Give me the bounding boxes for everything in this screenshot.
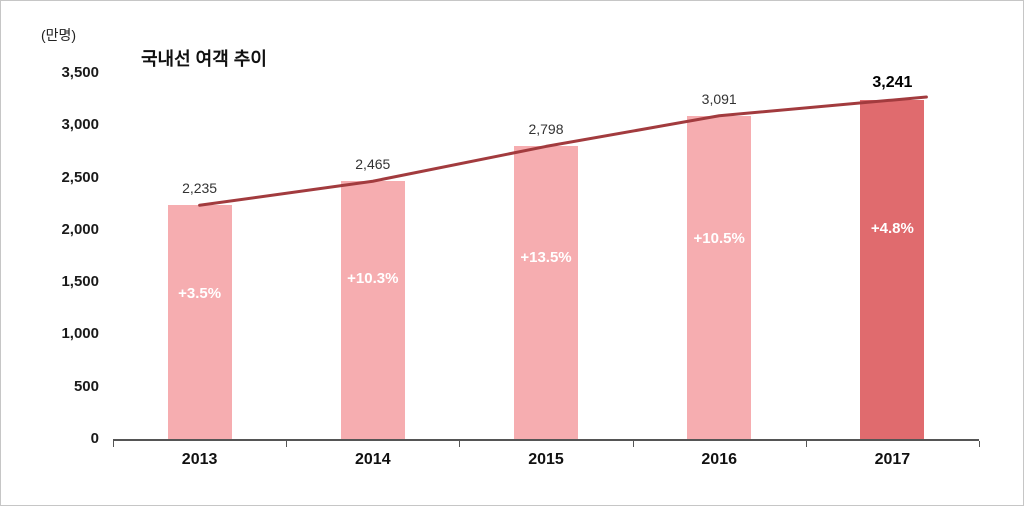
y-axis-unit-label: (만명) xyxy=(41,27,77,43)
bar-growth-label: +13.5% xyxy=(520,248,572,266)
bar-value-label: 2,465 xyxy=(355,156,391,173)
bar-growth-label: +10.5% xyxy=(693,229,745,247)
bar-growth-label: +4.8% xyxy=(870,219,914,237)
bar-2013: +3.5% xyxy=(167,205,232,439)
bar-value-label: 2,798 xyxy=(528,121,564,138)
chart-title: 국내선 여객 추이 xyxy=(141,49,267,69)
bar-value-label: 3,091 xyxy=(701,90,737,107)
x-axis-tick xyxy=(459,441,461,447)
y-tick-label: 2,000 xyxy=(61,220,99,238)
bar-2015: +13.5% xyxy=(514,146,578,439)
bar-2014: +10.3% xyxy=(340,181,405,439)
x-tick-label: 2013 xyxy=(181,451,218,468)
x-tick-label: 2016 xyxy=(701,451,737,468)
y-tick-label: 2,500 xyxy=(61,168,99,186)
x-tick-label: 2014 xyxy=(355,451,391,468)
y-tick-label: 1,000 xyxy=(61,325,99,343)
y-tick-label: 1,500 xyxy=(61,273,99,291)
bar-value-label: 3,241 xyxy=(872,74,913,92)
bar-2016: +10.5% xyxy=(687,115,752,439)
y-tick-label: 3,500 xyxy=(61,64,99,81)
x-axis-tick xyxy=(805,441,807,447)
bar-growth-label: +3.5% xyxy=(178,285,222,303)
x-axis-tick xyxy=(113,441,114,447)
x-axis-tick xyxy=(632,441,634,447)
bar-growth-label: +10.3% xyxy=(347,270,399,288)
x-axis-tick xyxy=(286,441,288,447)
bar-2017: +4.8% xyxy=(860,100,925,439)
y-tick-label: 500 xyxy=(73,377,99,395)
y-tick-label: 0 xyxy=(90,430,99,447)
x-axis-line xyxy=(113,439,979,441)
x-tick-label: 2017 xyxy=(874,451,911,468)
bar-value-label: 2,235 xyxy=(182,180,218,197)
y-tick-label: 3,000 xyxy=(61,116,99,134)
x-tick-label: 2015 xyxy=(528,451,564,468)
x-axis-tick xyxy=(979,441,980,447)
